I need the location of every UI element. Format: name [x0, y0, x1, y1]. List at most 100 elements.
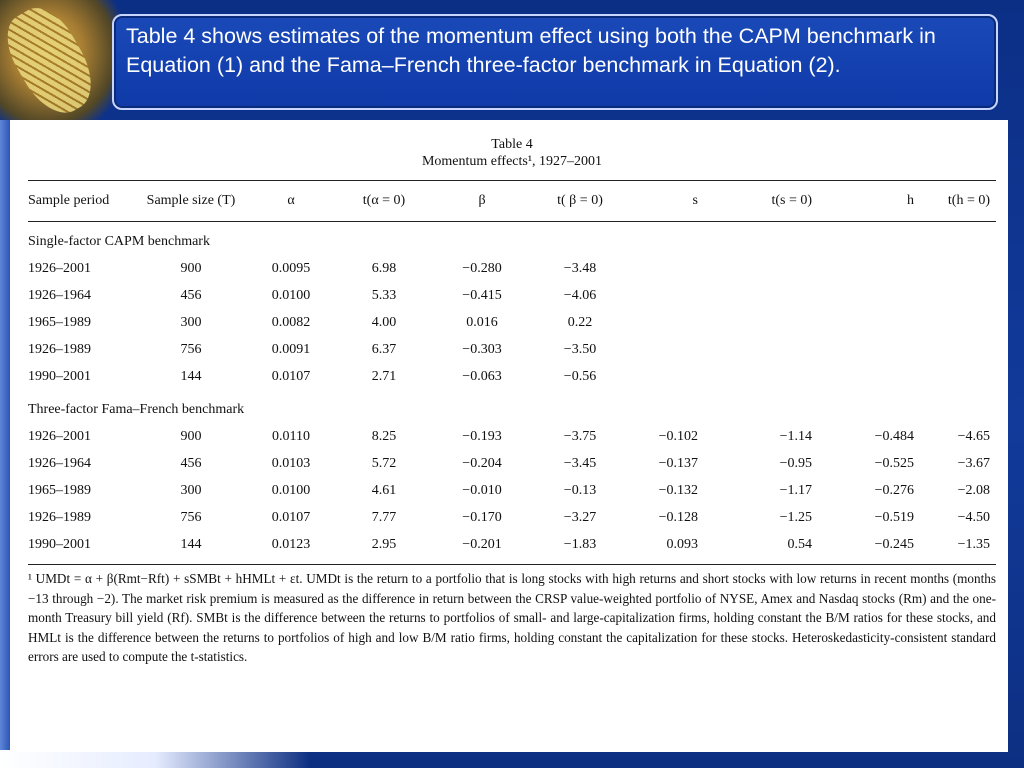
- table-cell: 0.22: [567, 314, 593, 330]
- momentum-table: Sample period Sample size (T) α t(α = 0)…: [28, 181, 996, 558]
- section-label: Three-factor Fama–French benchmark: [28, 401, 245, 417]
- table-cell: 1926–1989: [28, 509, 91, 525]
- table-cell: 0.0123: [271, 536, 311, 552]
- table-cell: −0.13: [563, 482, 597, 498]
- col-header: Sample size (T): [146, 193, 236, 208]
- table-footnote: ¹ UMDt = α + β(Rmt−Rft) + sSMBt + hHMLt …: [28, 571, 996, 664]
- table-bottom-rule: [28, 564, 996, 565]
- section-row: Single-factor CAPM benchmark: [28, 222, 996, 255]
- table-cell: −0.170: [462, 509, 502, 525]
- table-cell: 0.0095: [271, 260, 311, 276]
- table-cell: 144: [180, 368, 202, 384]
- table-header-rule: [28, 221, 996, 222]
- table-cell: −0.204: [462, 455, 502, 471]
- table-cell: 300: [180, 482, 202, 498]
- table-cell: [628, 336, 722, 363]
- table-cell: [828, 363, 930, 390]
- table-cell: 0.0100: [271, 482, 311, 498]
- table-caption: Table 4 Momentum effects¹, 1927–2001: [28, 136, 996, 170]
- table-cell: [828, 336, 930, 363]
- table-cell: 456: [180, 287, 202, 303]
- table-cell: [722, 282, 828, 309]
- table-cell: 1990–2001: [28, 368, 91, 384]
- table-cell: −0.525: [874, 455, 914, 471]
- table-row: 1926–1989 756 0.0091 6.37 −0.303 −3.50: [28, 336, 996, 363]
- table-cell: 4.00: [371, 314, 397, 330]
- table-row: 1926–2001 900 0.0110 8.25 −0.193 −3.75 −0.102 −…: [28, 423, 996, 450]
- table-cell: 2.71: [371, 368, 397, 384]
- table-row: 1990–2001 144 0.0123 2.95 −0.201 −1.83 0.093 0.…: [28, 531, 996, 558]
- table-cell: −3.48: [563, 260, 597, 276]
- table-cell: −4.65: [957, 428, 990, 444]
- table-row: 1965–1989 300 0.0100 4.61 −0.010 −0.13 −0.132 −…: [28, 477, 996, 504]
- table-cell: 456: [180, 455, 202, 471]
- bottom-accent-strip: [0, 750, 310, 768]
- table-cell: [930, 336, 996, 363]
- table-cell: 6.98: [371, 260, 397, 276]
- table-cell: −0.193: [462, 428, 502, 444]
- table-cell: −3.45: [563, 455, 597, 471]
- table-cell: 300: [180, 314, 202, 330]
- left-accent-bar: [0, 120, 10, 768]
- table-top-rule: [28, 180, 996, 181]
- table-cell: −0.063: [462, 368, 502, 384]
- table-cell: 0.0110: [272, 428, 310, 444]
- table-cell: [828, 255, 930, 282]
- table-cell: −0.276: [874, 482, 914, 498]
- table-cell: 756: [180, 341, 202, 357]
- table-cell: 4.61: [371, 482, 397, 498]
- table-cell: [628, 363, 722, 390]
- table-cell: 0.0107: [271, 368, 311, 384]
- table-cell: 756: [180, 509, 202, 525]
- table-cell: [628, 309, 722, 336]
- slide-header-box: Table 4 shows estimates of the momentum …: [112, 14, 998, 110]
- table-cell: −0.245: [874, 536, 914, 552]
- table-cell: −0.132: [658, 482, 698, 498]
- table-cell: [930, 282, 996, 309]
- table-cell: [722, 309, 828, 336]
- table-cell: 1926–1989: [28, 341, 91, 357]
- col-header: h: [907, 193, 914, 208]
- table-cell: −3.75: [563, 428, 597, 444]
- table-cell: −1.35: [957, 536, 990, 552]
- table-cell: −0.137: [658, 455, 698, 471]
- table-cell: 5.72: [371, 455, 397, 471]
- table-row: 1926–1989 756 0.0107 7.77 −0.170 −3.27 −0.128 −…: [28, 504, 996, 531]
- table-cell: −0.484: [874, 428, 914, 444]
- table-cell: [722, 336, 828, 363]
- table-cell: [930, 309, 996, 336]
- table-cell: −3.50: [563, 341, 597, 357]
- corn-decoration: [0, 0, 120, 130]
- table-row: 1965–1989 300 0.0082 4.00 0.016 0.22: [28, 309, 996, 336]
- table-cell: 144: [180, 536, 202, 552]
- table-cell: −0.102: [658, 428, 698, 444]
- table-cell: 0.0082: [271, 314, 311, 330]
- table-cell: 2.95: [371, 536, 397, 552]
- table-row: 1926–2001 900 0.0095 6.98 −0.280 −3.48: [28, 255, 996, 282]
- table-cell: 6.37: [371, 341, 397, 357]
- col-header: β: [478, 193, 486, 208]
- table-cell: −0.56: [563, 368, 597, 384]
- table-cell: 8.25: [371, 428, 397, 444]
- table-cell: −1.14: [779, 428, 812, 444]
- col-header: t( β = 0): [557, 193, 603, 208]
- table-cell: 0.016: [466, 314, 498, 330]
- table-cell: 7.77: [371, 509, 397, 525]
- table-cell: −3.27: [563, 509, 597, 525]
- col-header: t(α = 0): [362, 193, 406, 208]
- table-cell: [628, 282, 722, 309]
- col-header: Sample period: [28, 193, 110, 208]
- table-cell: 0.093: [666, 536, 699, 552]
- table-cell: 1965–1989: [28, 314, 91, 330]
- table-cell: [828, 282, 930, 309]
- table-cell: −0.010: [462, 482, 502, 498]
- table-cell: 1926–2001: [28, 260, 91, 276]
- table-cell: 0.0103: [271, 455, 311, 471]
- table-cell: 900: [180, 260, 202, 276]
- table-cell: −4.50: [957, 509, 990, 525]
- table-cell: −0.303: [462, 341, 502, 357]
- table-cell: 1965–1989: [28, 482, 91, 498]
- corn-cob-image: [0, 0, 106, 125]
- table-cell: 1926–1964: [28, 455, 91, 471]
- table-cell: −0.201: [462, 536, 502, 552]
